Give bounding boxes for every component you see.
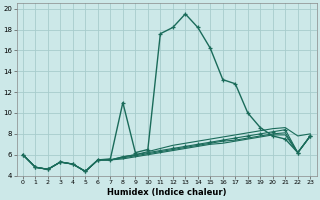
X-axis label: Humidex (Indice chaleur): Humidex (Indice chaleur) bbox=[107, 188, 226, 197]
